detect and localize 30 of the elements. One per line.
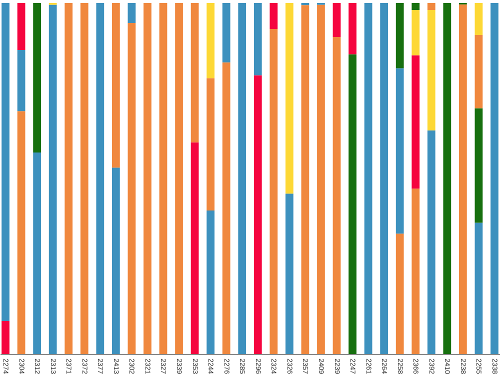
bar bbox=[270, 28, 278, 354]
bar bbox=[64, 3, 73, 354]
bar bbox=[270, 3, 278, 29]
bar bbox=[412, 3, 420, 10]
bar bbox=[128, 3, 136, 24]
bar bbox=[222, 62, 230, 354]
bar bbox=[222, 3, 230, 62]
bar bbox=[80, 3, 88, 354]
bar bbox=[254, 3, 262, 76]
bar bbox=[159, 3, 168, 354]
bar bbox=[317, 4, 325, 354]
bar bbox=[332, 37, 341, 354]
bar bbox=[2, 321, 10, 354]
bar bbox=[396, 234, 404, 354]
bar bbox=[190, 142, 199, 354]
bar bbox=[17, 111, 26, 354]
bar bbox=[175, 3, 183, 354]
bar bbox=[458, 4, 467, 354]
bar bbox=[144, 3, 152, 354]
bar bbox=[2, 3, 10, 322]
bar bbox=[348, 3, 356, 54]
bar bbox=[332, 3, 341, 38]
bar bbox=[128, 23, 136, 354]
bar bbox=[396, 68, 404, 234]
bar bbox=[412, 55, 420, 189]
bar bbox=[17, 3, 26, 50]
bar bbox=[412, 188, 420, 354]
bar bbox=[254, 75, 262, 354]
bar bbox=[301, 5, 310, 354]
bar bbox=[17, 50, 26, 112]
